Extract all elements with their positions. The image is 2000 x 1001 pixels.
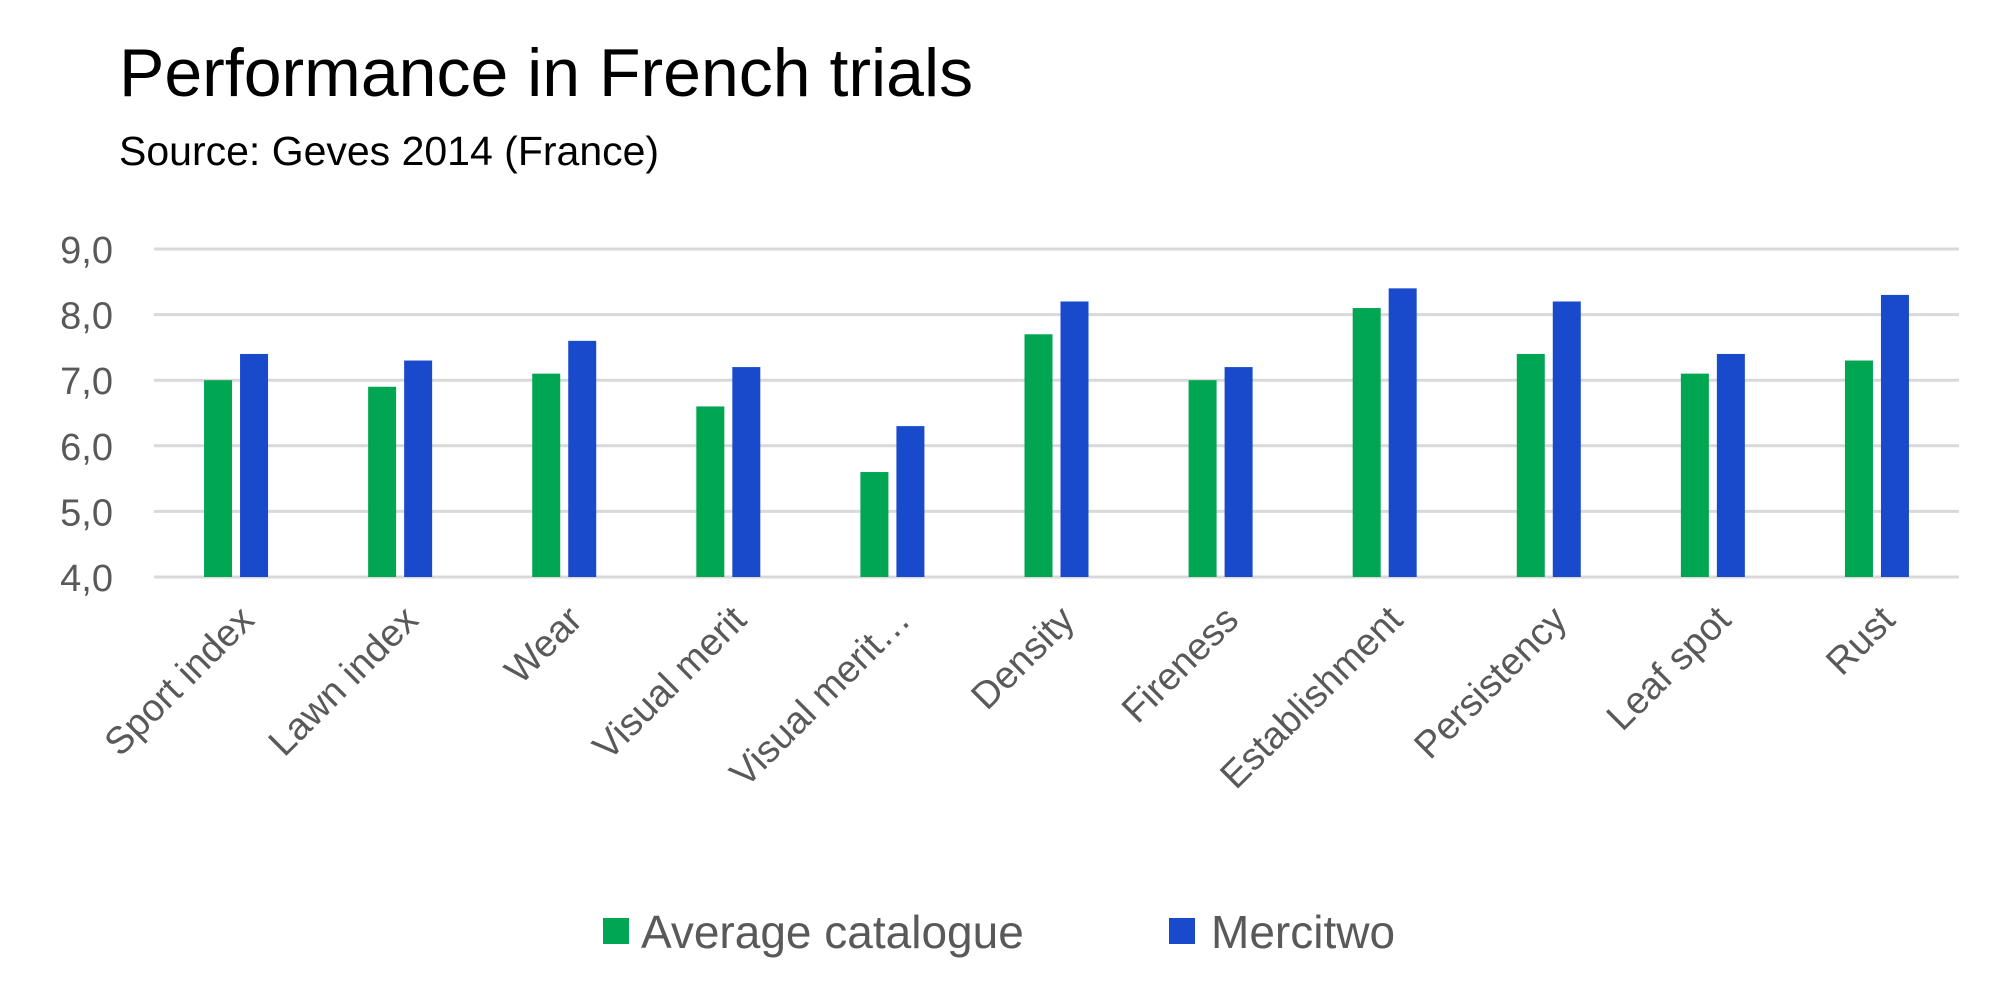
y-tick-label: 4,0 [60,558,113,600]
chart-subtitle: Source: Geves 2014 (France) [119,128,660,174]
bar-mercitwo [1716,353,1745,577]
bar-mercitwo [732,367,761,577]
bar-average-catalogue [1024,334,1053,577]
bar-mercitwo [896,426,925,577]
bar-average-catalogue [1352,308,1381,577]
chart-title: Performance in French trials [119,35,974,111]
bar-average-catalogue [860,472,889,577]
x-tick-label: Rust [1818,598,1903,683]
y-tick-label: 8,0 [60,296,113,338]
bar-average-catalogue [1516,353,1545,577]
bar-average-catalogue [532,373,561,577]
bar-mercitwo [240,353,269,577]
y-tick-label: 9,0 [60,230,113,272]
y-tick-label: 5,0 [60,492,113,534]
x-tick-label: Lawn index [261,599,427,765]
legend-label: Mercitwo [1211,906,1395,958]
bar-mercitwo [1224,367,1253,577]
bar-average-catalogue [1844,360,1873,577]
y-tick-label: 6,0 [60,427,113,469]
bar-average-catalogue [204,380,233,577]
x-tick-label: Sport index [97,599,263,765]
bar-mercitwo [568,340,597,577]
legend-label: Average catalogue [641,906,1024,958]
bar-mercitwo [404,360,433,577]
x-tick-label: Visual merit [585,598,755,768]
bar-mercitwo [1880,294,1909,577]
x-tick-label: Leaf spot [1599,598,1740,739]
bar-average-catalogue [1680,373,1709,577]
bar-average-catalogue [696,406,725,577]
y-tick-label: 7,0 [60,361,113,403]
legend-swatch [603,918,629,944]
bar-average-catalogue [368,386,397,577]
x-tick-label: Fireness [1114,599,1247,732]
bar-mercitwo [1552,301,1581,577]
bar-mercitwo [1388,288,1417,577]
bar-average-catalogue [1188,380,1217,577]
bar-mercitwo [1060,301,1089,577]
x-tick-label: Density [964,599,1083,718]
legend-swatch [1169,918,1195,944]
x-tick-label: Persistency [1407,599,1576,768]
x-tick-label: Wear [497,598,591,692]
